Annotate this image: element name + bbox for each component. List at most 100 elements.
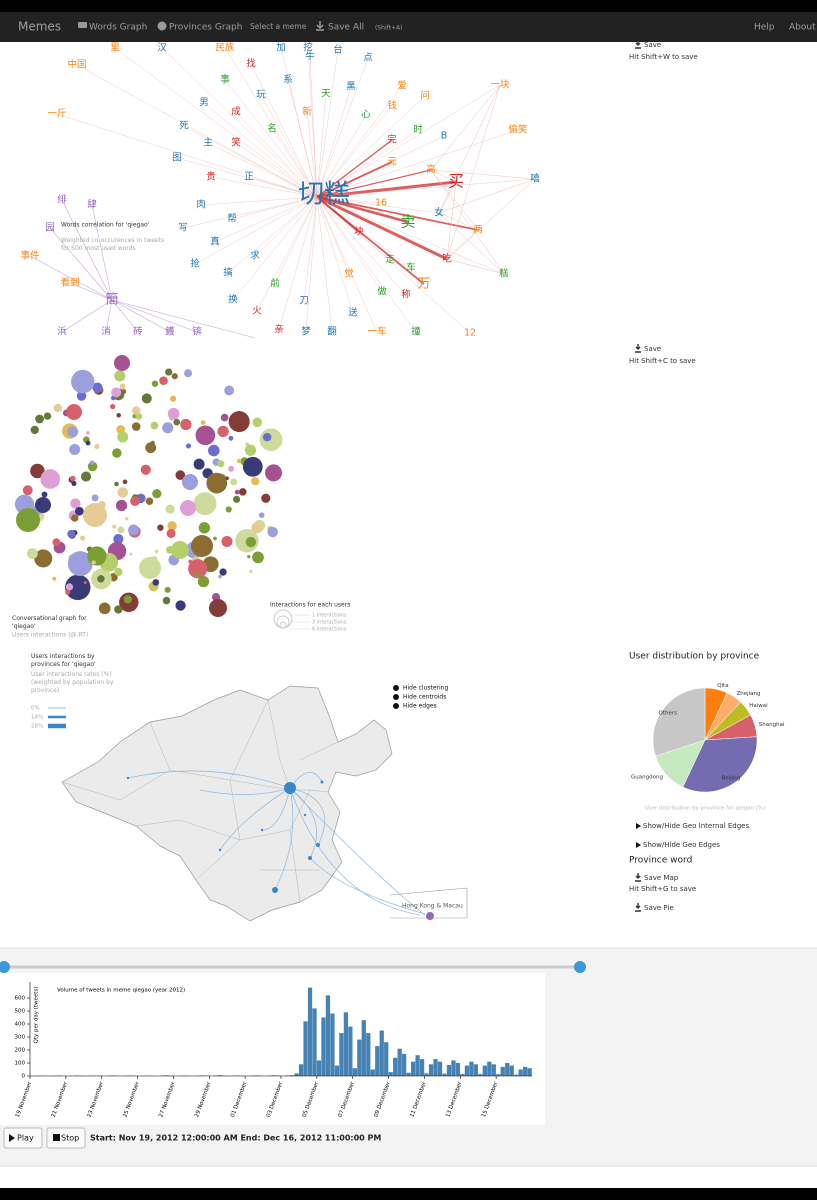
user-node xyxy=(80,471,92,482)
user-node xyxy=(114,567,123,577)
user-node xyxy=(221,535,233,548)
user-node xyxy=(259,428,283,452)
toggle[interactable]: Hide centroids xyxy=(403,694,446,701)
word: 卖 xyxy=(400,213,415,231)
word: 天 xyxy=(321,89,331,100)
bar xyxy=(272,1075,277,1076)
word: 前 xyxy=(270,278,280,290)
word-edge xyxy=(250,63,318,198)
word-edge xyxy=(316,129,519,198)
word: 新 xyxy=(302,106,312,118)
user-node xyxy=(65,589,71,595)
bar xyxy=(433,1059,438,1076)
cluster-edge xyxy=(49,227,113,301)
word: 点 xyxy=(363,53,373,64)
stop-button[interactable] xyxy=(46,1127,86,1149)
user-node xyxy=(43,412,52,420)
user-node xyxy=(129,552,133,556)
stop-label[interactable]: Stop xyxy=(61,1134,79,1143)
cluster-edge xyxy=(111,299,171,333)
word-edge xyxy=(227,196,318,274)
save-link[interactable]: Save xyxy=(644,345,661,353)
word-edge xyxy=(200,196,318,206)
user-node xyxy=(114,481,119,487)
toggle-dot[interactable] xyxy=(393,703,399,709)
word-edge xyxy=(430,84,501,171)
save-link[interactable]: Save Pie xyxy=(644,904,674,912)
word: 偷笑 xyxy=(508,124,528,136)
bar xyxy=(437,1061,443,1076)
nav-link[interactable]: Help xyxy=(754,23,775,33)
word-edge xyxy=(316,129,419,198)
user-node xyxy=(80,535,86,541)
bar xyxy=(361,1020,366,1076)
cluster-edge xyxy=(105,299,113,333)
user-node xyxy=(152,579,160,586)
brand[interactable]: Memes xyxy=(18,20,61,34)
word: 撞 xyxy=(411,326,421,338)
bar xyxy=(298,1064,304,1076)
cluster-edge xyxy=(69,282,113,301)
word-edge xyxy=(176,157,318,198)
toggle[interactable]: Hide edges xyxy=(403,703,437,710)
conversation-graph xyxy=(14,355,283,617)
play-label[interactable]: Play xyxy=(17,1134,34,1143)
word-edge xyxy=(207,142,318,198)
save-link[interactable]: Save xyxy=(644,41,661,49)
nav-link[interactable]: Provinces Graph xyxy=(169,23,242,33)
user-node xyxy=(52,576,57,581)
user-node xyxy=(114,605,123,614)
bar xyxy=(375,1046,380,1076)
word-edge xyxy=(316,105,393,198)
word: 钱 xyxy=(387,100,397,112)
user-node xyxy=(117,431,129,443)
user-node xyxy=(157,524,164,531)
user-node xyxy=(206,472,228,494)
cluster-word: 鑊 xyxy=(165,326,175,338)
bar xyxy=(289,1075,295,1076)
pie-slice xyxy=(682,736,758,793)
nav-dropdown[interactable]: Select a meme xyxy=(250,22,307,31)
graph-title: Words correlation for 'qiegao' xyxy=(61,222,150,229)
user-node xyxy=(191,535,213,557)
user-node xyxy=(116,413,121,418)
slider-handle[interactable] xyxy=(574,961,586,973)
nav-link[interactable]: Words Graph xyxy=(89,23,147,33)
download-icon xyxy=(316,21,324,31)
toggle-link[interactable]: Show/Hide Geo Edges xyxy=(643,841,720,849)
y-tick-label: 600 xyxy=(15,996,26,1002)
play-button[interactable] xyxy=(3,1127,43,1149)
user-node xyxy=(67,426,79,438)
word-edge xyxy=(438,84,501,214)
toggle-link[interactable]: Show/Hide Geo Internal Edges xyxy=(643,822,749,830)
word-edge xyxy=(316,196,417,333)
word: 黑 xyxy=(346,82,356,93)
user-node xyxy=(114,370,126,382)
word-edge xyxy=(316,139,393,198)
user-node xyxy=(35,497,51,513)
slider-handle[interactable] xyxy=(0,961,10,973)
user-node xyxy=(52,538,61,547)
word-edge xyxy=(256,196,318,312)
bar xyxy=(482,1065,487,1076)
graph-title: Conversational graph for'qiegao' xyxy=(12,615,87,630)
save-link[interactable]: Save Map xyxy=(644,874,679,882)
word-edge xyxy=(224,47,318,198)
word: 火 xyxy=(252,306,262,317)
bar xyxy=(527,1068,532,1076)
toggle-dot[interactable] xyxy=(393,694,399,700)
bottom-bar xyxy=(0,1188,817,1200)
y-tick-label: 300 xyxy=(15,1035,26,1041)
cluster-word: 肆 xyxy=(87,199,97,211)
user-node xyxy=(69,475,76,482)
toggle[interactable]: Hide clustering xyxy=(403,685,448,692)
user-node xyxy=(208,444,220,457)
word-edge xyxy=(278,196,318,331)
word: 系 xyxy=(283,75,293,86)
toggle-dot[interactable] xyxy=(393,685,399,691)
word-edge xyxy=(316,49,339,198)
nav-link[interactable]: Save All xyxy=(328,23,364,33)
user-node xyxy=(217,425,229,438)
cluster-edge xyxy=(61,299,113,333)
nav-link[interactable]: About xyxy=(789,23,816,33)
